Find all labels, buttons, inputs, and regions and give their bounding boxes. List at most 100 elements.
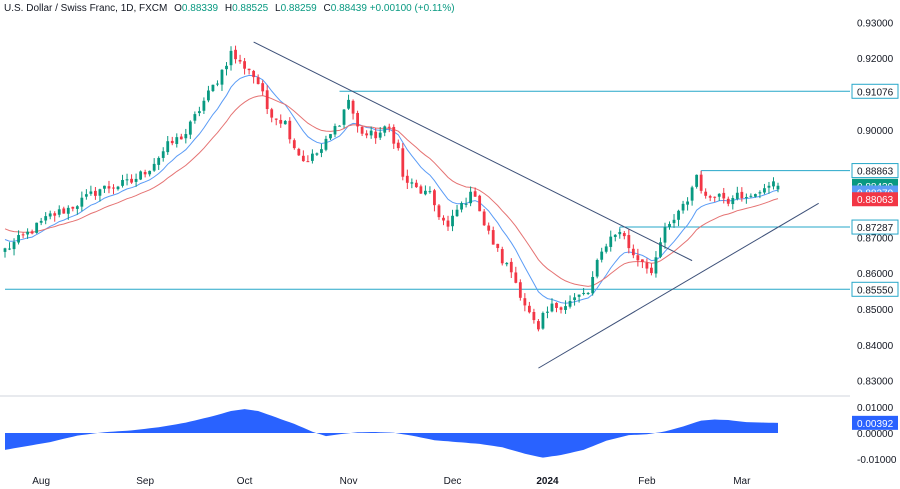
- candle-body: [424, 190, 427, 195]
- candle-body: [44, 216, 48, 221]
- candle-body: [537, 321, 540, 330]
- candle-body: [39, 220, 43, 223]
- candle-body: [464, 203, 468, 205]
- price-tick-label: 0.93000: [857, 18, 894, 29]
- symbol-title: U.S. Dollar / Swiss Franc, 1D, FXCM: [4, 3, 168, 14]
- candle-body: [333, 126, 337, 135]
- trendline: [253, 41, 693, 262]
- candle-body: [726, 198, 730, 204]
- candle-body: [631, 248, 635, 256]
- candle-body: [216, 83, 219, 85]
- candle-body: [374, 131, 378, 139]
- candle-body: [455, 209, 459, 217]
- candle-body: [365, 133, 369, 136]
- candle-body: [681, 203, 685, 211]
- candle-body: [663, 227, 667, 243]
- candle-body: [613, 234, 617, 238]
- candle-body: [686, 201, 689, 205]
- candle-body: [360, 126, 364, 134]
- ema-10-line: [4, 74, 779, 304]
- candle-body: [378, 132, 382, 138]
- candle-body: [509, 261, 513, 273]
- candle-body: [442, 217, 445, 221]
- candle-body: [636, 255, 640, 261]
- candle-body: [763, 188, 766, 193]
- time-axis[interactable]: Aug Sep Oct Nov Dec 2024 Feb Mar: [32, 476, 751, 487]
- candle-body: [405, 175, 409, 183]
- level-tag-label: 0.87287: [857, 223, 894, 234]
- candle-body: [717, 193, 721, 197]
- candle-body: [94, 190, 97, 196]
- candle-body: [559, 307, 563, 310]
- candle-body: [491, 230, 495, 245]
- candle-body: [414, 182, 418, 188]
- candle-body: [134, 178, 138, 182]
- price-axis[interactable]: 0.93000 0.92000 0.91076 0.90000 0.88863 0.872…: [851, 18, 899, 466]
- candle-body: [740, 191, 744, 199]
- candle-body: [8, 248, 11, 250]
- candle-body: [66, 207, 70, 214]
- level-tag-label: 0.91076: [857, 87, 894, 98]
- close-label: C: [323, 3, 331, 14]
- candle-body: [753, 194, 757, 197]
- high-value: 0.88525: [232, 3, 269, 14]
- price-tick-label: 0.87000: [857, 233, 894, 244]
- candle-body: [256, 77, 260, 85]
- candle-body: [270, 109, 274, 118]
- candle-body: [428, 191, 432, 193]
- candle-body: [166, 141, 170, 153]
- candle-body: [26, 231, 30, 235]
- price-tick-label: 0.92000: [857, 54, 894, 65]
- candle-body: [410, 182, 414, 184]
- candle-body: [301, 155, 305, 162]
- candle-body: [125, 179, 129, 181]
- candle-body: [274, 118, 278, 120]
- oscillator-tick-label: 0.01000: [857, 403, 894, 414]
- candle-body: [107, 186, 111, 189]
- candle-body: [672, 219, 676, 224]
- candle-body: [586, 292, 590, 294]
- oscillator-tag-label: 0.00392: [857, 419, 894, 430]
- candle-body: [564, 306, 567, 310]
- candle-body: [668, 223, 671, 227]
- candle-body: [265, 90, 269, 110]
- candle-body: [261, 83, 265, 92]
- candle-body: [320, 149, 323, 153]
- candle-body: [735, 192, 739, 199]
- candle-body: [310, 153, 314, 161]
- candle-body: [369, 130, 373, 136]
- candle-body: [758, 192, 762, 194]
- candle-body: [650, 267, 653, 274]
- candle-body: [157, 157, 161, 165]
- candle-body: [193, 114, 197, 121]
- candle-body: [640, 259, 644, 262]
- level-tag: [851, 219, 899, 235]
- candle-body: [247, 68, 251, 71]
- oscillator-tick-label: -0.01000: [857, 455, 897, 466]
- candle-body: [433, 190, 436, 206]
- candle-body: [238, 59, 242, 62]
- candle-body: [392, 126, 396, 144]
- candle-body: [197, 111, 201, 114]
- candle-body: [234, 49, 237, 60]
- price-tag-label: 0.88063: [857, 195, 894, 206]
- candle-body: [103, 185, 106, 189]
- candle-body: [243, 61, 246, 69]
- candle-body: [460, 203, 463, 210]
- moving-averages: [4, 74, 779, 304]
- candle-body: [252, 70, 256, 78]
- candle-body: [80, 197, 84, 207]
- candle-body: [555, 302, 558, 308]
- candle-body: [89, 191, 93, 194]
- trendlines[interactable]: [253, 41, 819, 369]
- candle-body: [690, 187, 694, 201]
- low-value: 0.88259: [280, 3, 317, 14]
- candle-body: [577, 294, 581, 297]
- candle-body: [699, 174, 703, 191]
- candle-body: [112, 187, 115, 189]
- time-tick-label: Aug: [32, 476, 50, 487]
- candle-body: [202, 100, 206, 111]
- time-tick-label: Nov: [340, 476, 358, 487]
- trendline: [538, 202, 819, 369]
